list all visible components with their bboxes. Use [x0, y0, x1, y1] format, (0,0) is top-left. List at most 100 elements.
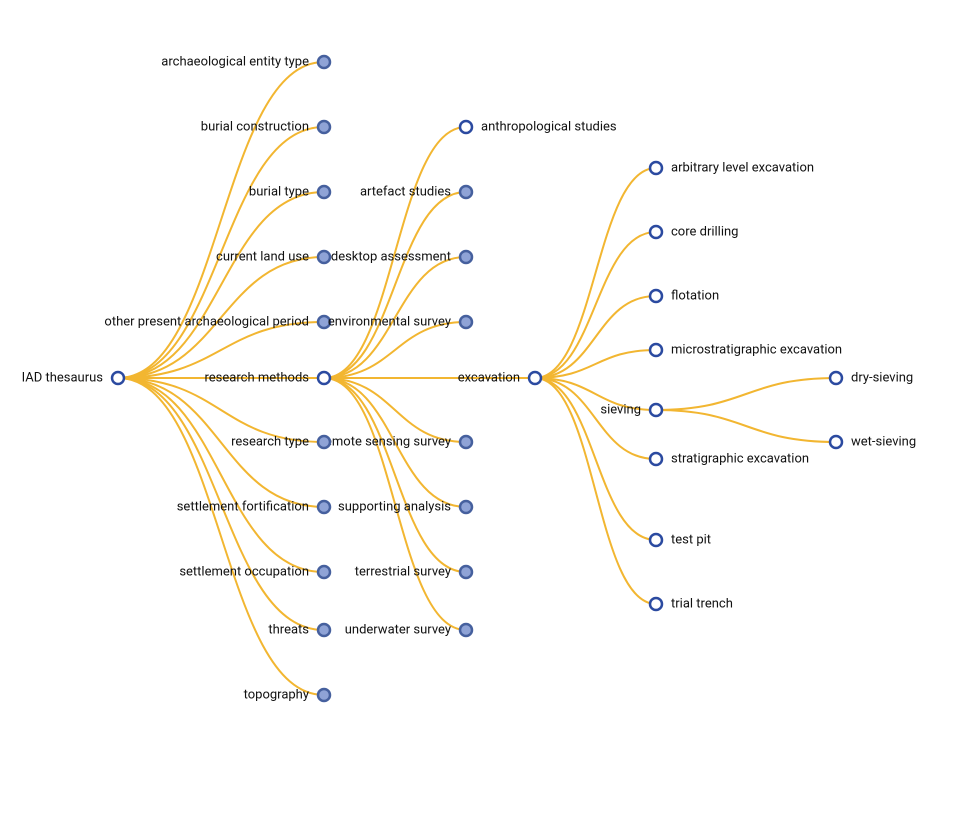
- node-label: burial construction: [201, 119, 309, 134]
- node-label: trial trench: [671, 596, 733, 611]
- tree-node-sieving[interactable]: sieving: [600, 402, 662, 417]
- node-label: other present archaeological period: [104, 314, 309, 329]
- tree-node-archaeological-entity-type[interactable]: archaeological entity type: [161, 54, 330, 69]
- node-label: core drilling: [671, 224, 738, 239]
- node-label: anthropological studies: [481, 119, 617, 134]
- tree-node-supporting-analysis[interactable]: supporting analysis: [338, 499, 472, 514]
- node-circle[interactable]: [460, 316, 472, 328]
- tree-node-test-pit[interactable]: test pit: [650, 532, 711, 547]
- node-circle[interactable]: [650, 290, 662, 302]
- tree-edge: [656, 410, 836, 442]
- node-circle[interactable]: [460, 436, 472, 448]
- node-label: archaeological entity type: [161, 54, 309, 69]
- node-circle[interactable]: [830, 436, 842, 448]
- node-circle[interactable]: [650, 598, 662, 610]
- tree-node-environmental-survey[interactable]: environmental survey: [328, 314, 472, 329]
- node-circle[interactable]: [318, 251, 330, 263]
- tree-node-remote-sensing-survey[interactable]: remote sensing survey: [321, 434, 472, 449]
- tree-edge: [324, 378, 466, 572]
- tree-edge: [535, 378, 656, 459]
- node-circle[interactable]: [650, 162, 662, 174]
- node-label: current land use: [216, 249, 309, 264]
- node-label: flotation: [671, 288, 719, 303]
- tree-node-settlement-occupation[interactable]: settlement occupation: [179, 564, 330, 579]
- tree-node-burial-construction[interactable]: burial construction: [201, 119, 330, 134]
- tree-node-terrestrial-survey[interactable]: terrestrial survey: [355, 564, 472, 579]
- tree-node-trial-trench[interactable]: trial trench: [650, 596, 733, 611]
- node-label: desktop assessment: [331, 249, 451, 264]
- node-circle[interactable]: [318, 566, 330, 578]
- tree-node-excavation[interactable]: excavation: [458, 370, 541, 385]
- node-label: remote sensing survey: [321, 434, 451, 449]
- node-label: stratigraphic excavation: [671, 451, 809, 466]
- tree-node-desktop-assessment[interactable]: desktop assessment: [331, 249, 472, 264]
- tree-node-flotation[interactable]: flotation: [650, 288, 719, 303]
- node-circle[interactable]: [460, 501, 472, 513]
- node-circle[interactable]: [318, 689, 330, 701]
- node-circle[interactable]: [650, 534, 662, 546]
- node-circle[interactable]: [318, 624, 330, 636]
- node-circle[interactable]: [650, 453, 662, 465]
- tree-edge: [535, 232, 656, 378]
- tree-edge: [118, 378, 324, 572]
- thesaurus-tree-diagram: IAD thesaurus archaeological entity type b…: [0, 0, 953, 813]
- node-circle[interactable]: [318, 372, 330, 384]
- node-circle[interactable]: [650, 226, 662, 238]
- tree-node-settlement-fortification[interactable]: settlement fortification: [177, 499, 330, 514]
- tree-node-threats[interactable]: threats: [268, 622, 330, 637]
- node-label: wet-sieving: [851, 434, 916, 449]
- node-circle[interactable]: [460, 566, 472, 578]
- node-label: topography: [244, 687, 309, 702]
- node-label: supporting analysis: [338, 499, 451, 514]
- node-circle[interactable]: [318, 436, 330, 448]
- node-label: threats: [268, 622, 309, 637]
- node-label: terrestrial survey: [355, 564, 451, 579]
- node-label: artefact studies: [360, 184, 451, 199]
- tree-node-other-present-archaeological-period[interactable]: other present archaeological period: [104, 314, 330, 329]
- tree-node-arbitrary-level-excavation[interactable]: arbitrary level excavation: [650, 160, 814, 175]
- tree-edge: [118, 378, 324, 695]
- node-label: environmental survey: [328, 314, 451, 329]
- node-label: burial type: [249, 184, 309, 199]
- tree-node-core-drilling[interactable]: core drilling: [650, 224, 738, 239]
- tree-node-iad-thesaurus[interactable]: IAD thesaurus: [22, 370, 124, 385]
- tree-node-burial-type[interactable]: burial type: [249, 184, 330, 199]
- tree-node-underwater-survey[interactable]: underwater survey: [345, 622, 472, 637]
- node-circle[interactable]: [318, 186, 330, 198]
- node-circle[interactable]: [460, 121, 472, 133]
- tree-edge: [118, 62, 324, 378]
- node-circle[interactable]: [650, 404, 662, 416]
- node-circle[interactable]: [318, 56, 330, 68]
- tree-node-stratigraphic-excavation[interactable]: stratigraphic excavation: [650, 451, 809, 466]
- tree-edge: [535, 168, 656, 378]
- node-label: underwater survey: [345, 622, 451, 637]
- tree-node-dry-sieving[interactable]: dry-sieving: [830, 370, 913, 385]
- node-circle[interactable]: [318, 121, 330, 133]
- node-label: research type: [231, 434, 309, 449]
- tree-node-artefact-studies[interactable]: artefact studies: [360, 184, 472, 199]
- node-label: excavation: [458, 370, 520, 385]
- node-label: settlement occupation: [179, 564, 309, 579]
- tree-edge: [535, 296, 656, 378]
- node-circle[interactable]: [318, 501, 330, 513]
- tree-node-topography[interactable]: topography: [244, 687, 330, 702]
- node-label: test pit: [671, 532, 711, 547]
- node-label: IAD thesaurus: [22, 370, 104, 385]
- node-label: research methods: [205, 370, 310, 385]
- node-label: settlement fortification: [177, 499, 309, 514]
- node-label: dry-sieving: [851, 370, 913, 385]
- node-circle[interactable]: [460, 251, 472, 263]
- tree-edge: [656, 378, 836, 410]
- node-label: arbitrary level excavation: [671, 160, 814, 175]
- node-circle[interactable]: [529, 372, 541, 384]
- node-circle[interactable]: [830, 372, 842, 384]
- node-circle[interactable]: [460, 624, 472, 636]
- node-circle[interactable]: [650, 344, 662, 356]
- node-circle[interactable]: [460, 186, 472, 198]
- node-label: microstratigraphic excavation: [671, 342, 842, 357]
- node-circle[interactable]: [112, 372, 124, 384]
- tree-node-anthropological-studies[interactable]: anthropological studies: [460, 119, 617, 134]
- tree-node-wet-sieving[interactable]: wet-sieving: [830, 434, 916, 449]
- node-label: sieving: [600, 402, 641, 417]
- tree-node-microstratigraphic-excavation[interactable]: microstratigraphic excavation: [650, 342, 842, 357]
